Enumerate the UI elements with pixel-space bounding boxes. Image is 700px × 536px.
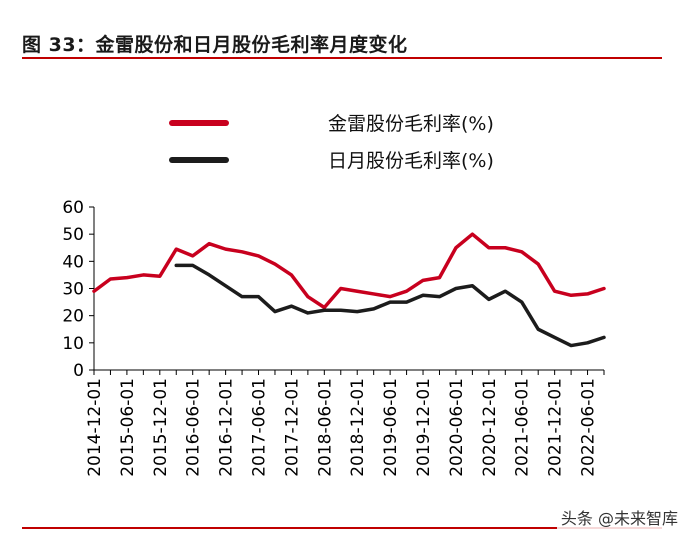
y-tick-label: 0 xyxy=(73,361,84,381)
y-tick-label: 50 xyxy=(62,225,84,245)
watermark-text: 头条 @未来智库 xyxy=(556,505,682,529)
y-tick-label: 10 xyxy=(62,334,84,354)
x-tick-label: 2016-12-01 xyxy=(217,378,237,477)
x-tick-label: 2020-12-01 xyxy=(480,378,500,477)
x-tick-label: 2018-06-01 xyxy=(315,378,335,477)
y-tick-label: 60 xyxy=(62,198,84,218)
x-tick-label: 2018-12-01 xyxy=(348,378,368,477)
x-tick-label: 2019-06-01 xyxy=(381,378,401,477)
x-tick-label: 2017-12-01 xyxy=(282,378,302,477)
figure-title: 图 33：金雷股份和日月股份毛利率月度变化 xyxy=(22,34,408,56)
legend-label-2: 日月股份毛利率(%) xyxy=(328,150,494,172)
legend-label-1: 金雷股份毛利率(%) xyxy=(328,113,494,135)
x-tick-label: 2017-06-01 xyxy=(250,378,270,477)
y-tick-label: 30 xyxy=(62,280,84,300)
y-tick-label: 20 xyxy=(62,307,84,327)
x-tick-label: 2014-12-01 xyxy=(85,378,105,477)
title-rule xyxy=(22,57,662,59)
x-tick-label: 2021-12-01 xyxy=(546,378,566,477)
series-line-2 xyxy=(174,263,606,348)
y-tick-label: 40 xyxy=(62,252,84,272)
x-tick-label: 2015-06-01 xyxy=(118,378,138,477)
series-line-1 xyxy=(92,232,606,310)
x-tick-label: 2016-06-01 xyxy=(184,378,204,477)
x-tick-label: 2015-12-01 xyxy=(151,378,171,477)
x-tick-label: 2020-06-01 xyxy=(447,378,467,477)
x-tick-label: 2022-06-01 xyxy=(579,378,599,477)
bottom-rule xyxy=(22,527,662,529)
x-tick-label: 2019-12-01 xyxy=(414,378,434,477)
x-tick-label: 2021-06-01 xyxy=(513,378,533,477)
